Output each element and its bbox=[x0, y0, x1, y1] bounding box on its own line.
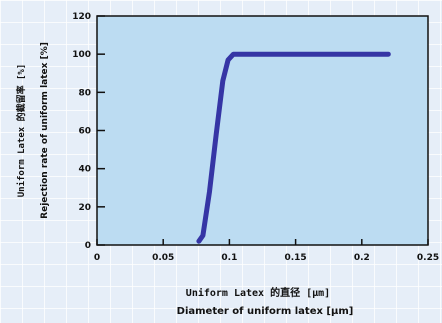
plot-area bbox=[96, 15, 429, 246]
x-tick-label: 0.2 bbox=[354, 253, 370, 263]
y-axis-title-jp: Uniform Latex 的截留率 [%] bbox=[15, 64, 27, 198]
x-axis-ticks: 0 0.05 0.1 0.15 0.2 0.25 bbox=[94, 239, 439, 263]
x-tick-label: 0.25 bbox=[417, 253, 439, 263]
y-tick-label: 120 bbox=[72, 12, 91, 22]
x-tick-label: 0.1 bbox=[221, 253, 237, 263]
y-tick-label: 20 bbox=[78, 203, 91, 213]
series-layer bbox=[196, 51, 391, 244]
x-axis-title-en: Diameter of uniform latex [μm] bbox=[177, 306, 354, 317]
y-axis-ticks: 0 20 40 60 80 100 120 bbox=[72, 12, 105, 251]
x-tick-label: 0 bbox=[94, 253, 100, 263]
y-tick-label: 0 bbox=[85, 241, 91, 251]
y-tick-label: 100 bbox=[72, 50, 91, 60]
y-tick-label: 60 bbox=[78, 127, 91, 137]
x-axis-title-jp: Uniform Latex 的直径 [μm] bbox=[186, 286, 330, 299]
series-line bbox=[196, 51, 391, 244]
y-tick-label: 40 bbox=[78, 165, 91, 175]
y-axis-title-en: Rejection rate of uniform latex [%] bbox=[40, 42, 50, 219]
y-tick-label: 80 bbox=[78, 88, 91, 98]
x-tick-label: 0.05 bbox=[152, 253, 174, 263]
x-tick-label: 0.15 bbox=[284, 253, 306, 263]
